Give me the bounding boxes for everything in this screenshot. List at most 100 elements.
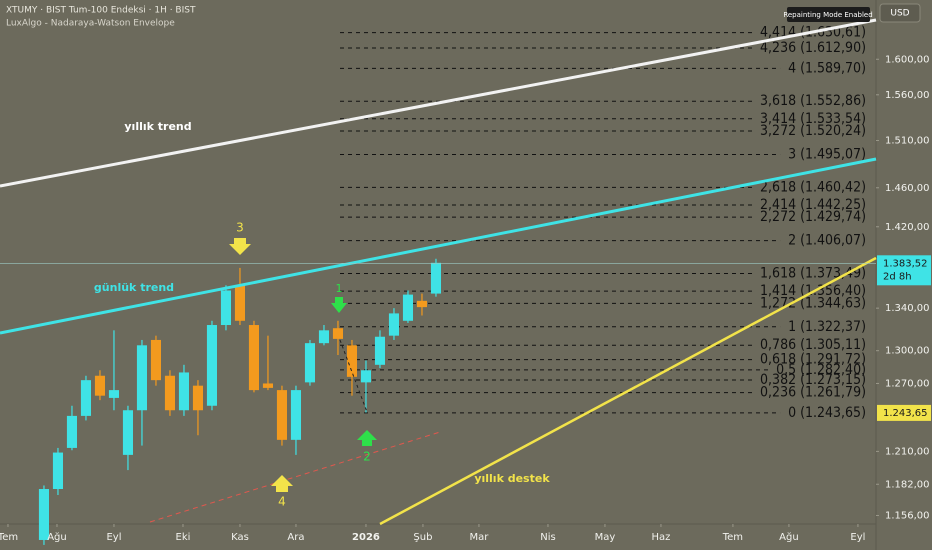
header-subtitle: LuxAlgo - Nadaraya-Watson Envelope [6, 19, 175, 29]
x-tick-label: Ağu [47, 531, 67, 543]
y-tick-label: 1.300,00 [885, 346, 930, 357]
fib-label: 0,5 (1.282,40) [776, 362, 866, 378]
candle-body [164, 375, 176, 411]
x-tick-label: Şub [413, 532, 432, 543]
candle-body [220, 290, 232, 326]
annotation: yıllık trend [124, 120, 191, 133]
annotation: günlük trend [94, 281, 174, 294]
candle-body [290, 390, 302, 440]
x-tick-label: Eyl [850, 532, 865, 543]
header-title: XTUMY · BIST Tum-100 Endeksi · 1H · BIST [6, 6, 196, 16]
x-tick-label: Tem [722, 532, 743, 543]
candle-body [388, 313, 400, 336]
candle-body [136, 345, 148, 411]
fib-label: 2,618 (1.460,42) [760, 179, 866, 195]
fib-label: 4 (1.589,70) [788, 60, 866, 76]
fib-label: 2 (1.406,07) [788, 233, 866, 249]
fib-label: 3,272 (1.520,24) [760, 123, 866, 139]
candle-body [276, 390, 288, 440]
x-tick-label: Nis [540, 532, 555, 543]
pivot-label: 1 [336, 282, 343, 295]
x-tick-label: May [595, 532, 616, 543]
support-line [379, 256, 877, 526]
fib-label: 1,618 (1.373,49) [760, 266, 866, 282]
x-tick-label: Eki [176, 532, 191, 543]
fib-label: 3,414 (1.533,54) [760, 111, 866, 127]
envelope-line [149, 431, 441, 523]
x-tick-label: Tem [0, 532, 18, 543]
x-tick-label: Kas [231, 532, 249, 543]
candle-body [206, 325, 218, 406]
currency-label: USD [890, 9, 909, 19]
fib-label: 2,272 (1.429,74) [760, 209, 866, 225]
trend-line [0, 18, 877, 188]
candle-body [234, 285, 246, 321]
y-tick-label: 1.156,00 [885, 510, 930, 521]
price-tag [877, 404, 931, 421]
y-tick-label: 1.210,00 [885, 446, 930, 457]
fib-label: 0 (1.243,65) [788, 405, 866, 421]
candle-body [52, 452, 64, 490]
candle-body [402, 294, 414, 321]
fib-label: 3 (1.495,07) [788, 146, 866, 162]
countdown-label: 2d 8h [883, 271, 912, 282]
price-tag [877, 255, 931, 286]
currency-button[interactable] [879, 3, 921, 23]
candle-body [192, 385, 204, 411]
y-tick-label: 1.600,00 [885, 54, 930, 65]
x-tick-label: Haz [652, 532, 671, 543]
x-tick-label: Eyl [106, 532, 121, 543]
y-tick-label: 1.510,00 [885, 136, 930, 147]
x-tick-label: Ara [287, 532, 304, 543]
candle-body [304, 343, 316, 383]
candle-body [178, 372, 190, 411]
candle-body [108, 390, 120, 398]
candle-body [150, 339, 162, 381]
pivot-arrow [331, 297, 347, 313]
badge-text: Repainting Mode Enabled [783, 11, 872, 19]
candle-group [38, 258, 442, 545]
candle-body [430, 262, 442, 294]
price-tag-label: 1.383,52 [883, 258, 928, 269]
y-tick-label: 1.560,00 [885, 90, 930, 101]
pivot-arrow [229, 238, 251, 255]
fib-label: 4,236 (1.612,90) [760, 40, 866, 56]
candle-body [360, 370, 372, 383]
candle-body [318, 330, 330, 344]
fib-label: 0,786 (1.305,11) [760, 337, 866, 353]
y-tick-label: 1.340,00 [885, 303, 930, 314]
pivot-label: 3 [236, 221, 244, 235]
x-tick-label: Ağu [779, 531, 799, 543]
candle-body [416, 300, 428, 308]
pivot-label: 2 [363, 450, 371, 464]
fib-label: 2,414 (1.442,25) [760, 197, 866, 213]
pivot-label: 4 [278, 495, 286, 509]
fib-group: 0 (1.243,65) 0,236 (1.261,79)0,382 (1.273… [340, 25, 866, 421]
fib-label: 1 (1.322,37) [788, 319, 866, 335]
fib-label: 3,618 (1.552,86) [760, 93, 866, 109]
candle-body [332, 328, 344, 339]
candle-body [38, 489, 50, 540]
y-tick-label: 1.420,00 [885, 222, 930, 233]
y-tick-label: 1.182,00 [885, 479, 930, 490]
y-tick-label: 1.270,00 [885, 378, 930, 389]
fib-label: 0,382 (1.273,15) [760, 372, 866, 388]
annotation: yıllık destek [474, 472, 550, 485]
x-tick-label: 2026 [352, 532, 380, 543]
zigzag-line [339, 339, 368, 413]
fib-label: 0,618 (1.291,72) [760, 352, 866, 368]
candle-body [94, 375, 106, 396]
candle-body [374, 336, 386, 365]
fib-label: 0,236 (1.261,79) [760, 385, 866, 401]
pivot-arrow [357, 430, 377, 446]
trend-line [0, 157, 877, 335]
badge [787, 7, 870, 22]
x-tick-label: Mar [470, 532, 490, 543]
candle-body [80, 380, 92, 416]
y-tick-label: 1.460,00 [885, 183, 930, 194]
price-tag-label: 1.243,65 [883, 408, 928, 419]
candle-body [122, 410, 134, 455]
candle-body [346, 345, 358, 377]
